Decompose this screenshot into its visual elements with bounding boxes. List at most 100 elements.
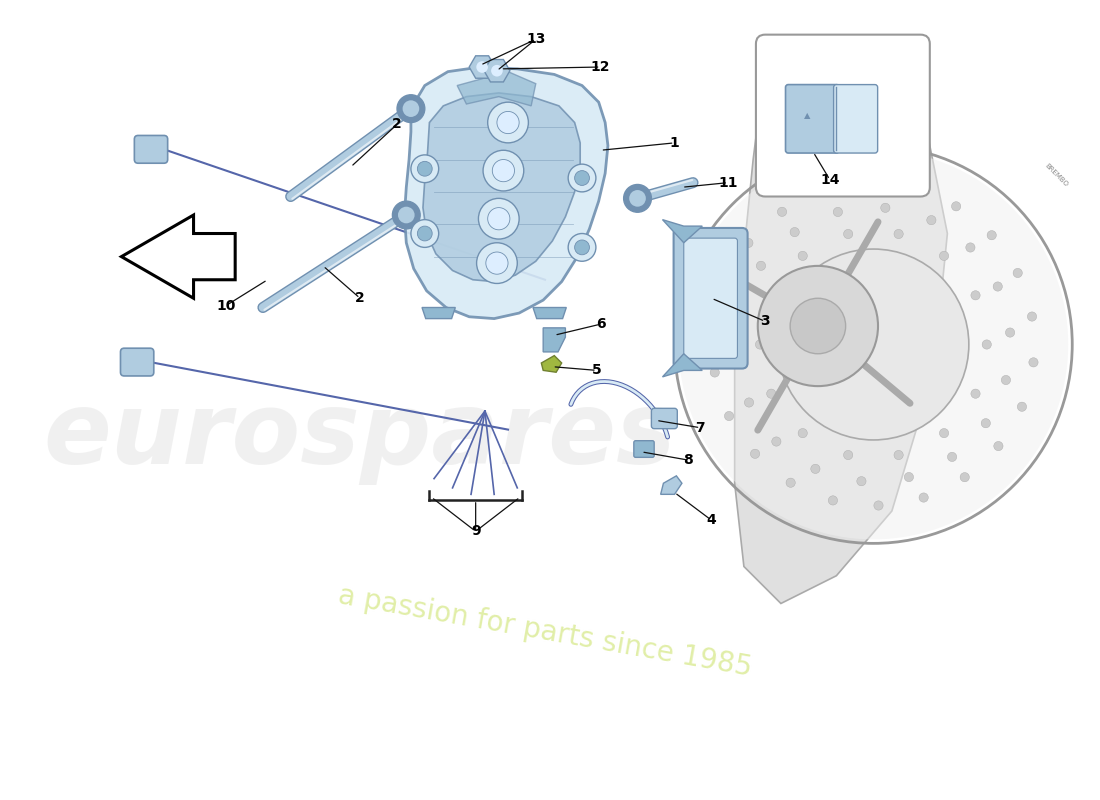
Circle shape [927,215,936,225]
Circle shape [487,102,528,143]
Circle shape [767,290,775,300]
Polygon shape [541,356,562,372]
Circle shape [993,282,1002,291]
Circle shape [711,368,719,377]
Circle shape [786,478,795,487]
Text: 6: 6 [596,317,605,331]
Circle shape [993,442,1003,450]
Text: 14: 14 [821,173,839,187]
Text: 2: 2 [355,291,365,306]
Polygon shape [662,220,702,242]
Circle shape [982,340,991,349]
Circle shape [478,198,519,239]
Circle shape [778,207,786,217]
Circle shape [1027,312,1036,321]
Text: 13: 13 [526,32,546,46]
FancyBboxPatch shape [134,135,167,163]
Circle shape [417,226,432,241]
Circle shape [767,389,775,398]
Polygon shape [121,215,235,298]
Circle shape [939,429,948,438]
Circle shape [947,452,957,462]
Circle shape [910,184,918,194]
FancyBboxPatch shape [785,85,839,153]
Circle shape [981,418,990,428]
Text: 1: 1 [670,136,680,150]
Circle shape [966,243,975,252]
Text: 5: 5 [592,363,602,378]
Circle shape [987,230,997,240]
Polygon shape [661,476,682,494]
Circle shape [1013,268,1022,278]
Circle shape [1001,375,1011,385]
Circle shape [750,449,760,458]
Polygon shape [422,307,455,318]
Circle shape [476,61,488,73]
Circle shape [756,340,764,349]
Polygon shape [422,93,580,282]
Circle shape [864,179,873,188]
Circle shape [736,304,746,314]
Circle shape [624,185,651,212]
Circle shape [828,496,837,505]
Circle shape [720,278,729,287]
Circle shape [417,162,432,176]
Circle shape [493,159,515,182]
Circle shape [1018,402,1026,411]
Circle shape [629,190,646,206]
Circle shape [881,203,890,213]
Polygon shape [484,59,510,82]
Circle shape [799,251,807,261]
Circle shape [772,437,781,446]
Circle shape [398,206,415,223]
Text: 12: 12 [591,60,611,74]
Circle shape [790,298,846,354]
Circle shape [725,411,734,421]
Polygon shape [543,328,565,352]
Circle shape [811,464,819,474]
Polygon shape [735,67,947,603]
Circle shape [1028,358,1038,367]
Circle shape [708,322,718,331]
FancyBboxPatch shape [651,408,678,429]
Circle shape [844,450,852,460]
Circle shape [733,352,741,361]
Circle shape [844,230,852,238]
Polygon shape [470,56,495,78]
Text: 2: 2 [393,118,402,131]
Text: ▲: ▲ [804,111,811,120]
FancyBboxPatch shape [756,34,930,197]
Circle shape [818,187,828,196]
FancyBboxPatch shape [834,85,878,153]
Text: 11: 11 [718,176,738,190]
Circle shape [491,65,503,77]
Circle shape [483,150,524,191]
Text: 4: 4 [706,514,716,527]
Circle shape [894,230,903,238]
Circle shape [918,493,928,502]
Circle shape [834,207,843,217]
Text: eurospares: eurospares [44,389,676,486]
Circle shape [487,208,510,230]
Circle shape [971,389,980,398]
Circle shape [757,261,766,270]
Circle shape [569,164,596,192]
Circle shape [744,238,754,247]
Text: 3: 3 [760,314,770,328]
Circle shape [397,94,425,122]
Polygon shape [458,72,536,106]
Circle shape [971,290,980,300]
Circle shape [790,227,800,237]
Text: 8: 8 [683,453,693,467]
FancyBboxPatch shape [634,441,654,458]
Circle shape [497,111,519,134]
Circle shape [574,170,590,186]
Circle shape [873,501,883,510]
Circle shape [1005,328,1014,337]
Circle shape [758,266,878,386]
Text: BREMBO: BREMBO [1044,162,1069,188]
Text: a passion for parts since 1985: a passion for parts since 1985 [336,581,755,682]
Polygon shape [662,354,702,377]
Circle shape [411,155,439,182]
Polygon shape [534,307,566,318]
